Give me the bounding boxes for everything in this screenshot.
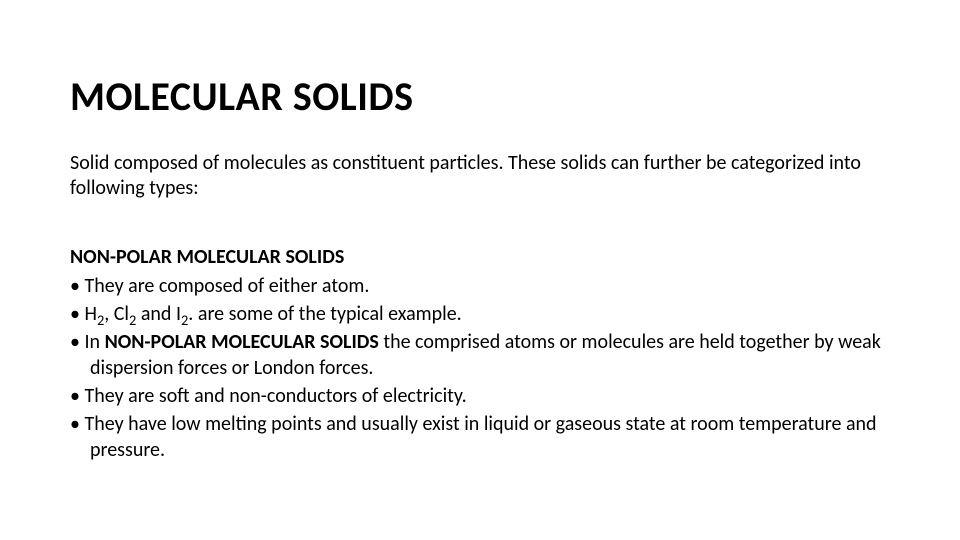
bullet-list: They are composed of either atom. H2, Cl… bbox=[70, 273, 890, 463]
bold-text: NON-POLAR MOLECULAR SOLIDS bbox=[105, 330, 379, 354]
list-item: H2, Cl2 and I2. are some of the typical … bbox=[70, 301, 890, 327]
bullet-text: and I bbox=[136, 302, 181, 326]
bullet-text: In bbox=[84, 330, 104, 354]
list-item: In NON-POLAR MOLECULAR SOLIDS the compri… bbox=[70, 329, 890, 381]
intro-paragraph: Solid composed of molecules as constitue… bbox=[70, 151, 890, 201]
list-item: They are soft and non-conductors of elec… bbox=[70, 383, 890, 409]
list-item: They are composed of either atom. bbox=[70, 273, 890, 299]
bullet-text: H bbox=[84, 302, 96, 326]
slide-container: MOLECULAR SOLIDS Solid composed of molec… bbox=[0, 0, 960, 540]
list-item: They have low melting points and usually… bbox=[70, 411, 890, 463]
section-subheading: NON-POLAR MOLECULAR SOLIDS bbox=[70, 245, 890, 269]
slide-title: MOLECULAR SOLIDS bbox=[70, 72, 890, 121]
bullet-text: . are some of the typical example. bbox=[188, 302, 461, 326]
bullet-text: , Cl bbox=[104, 302, 129, 326]
